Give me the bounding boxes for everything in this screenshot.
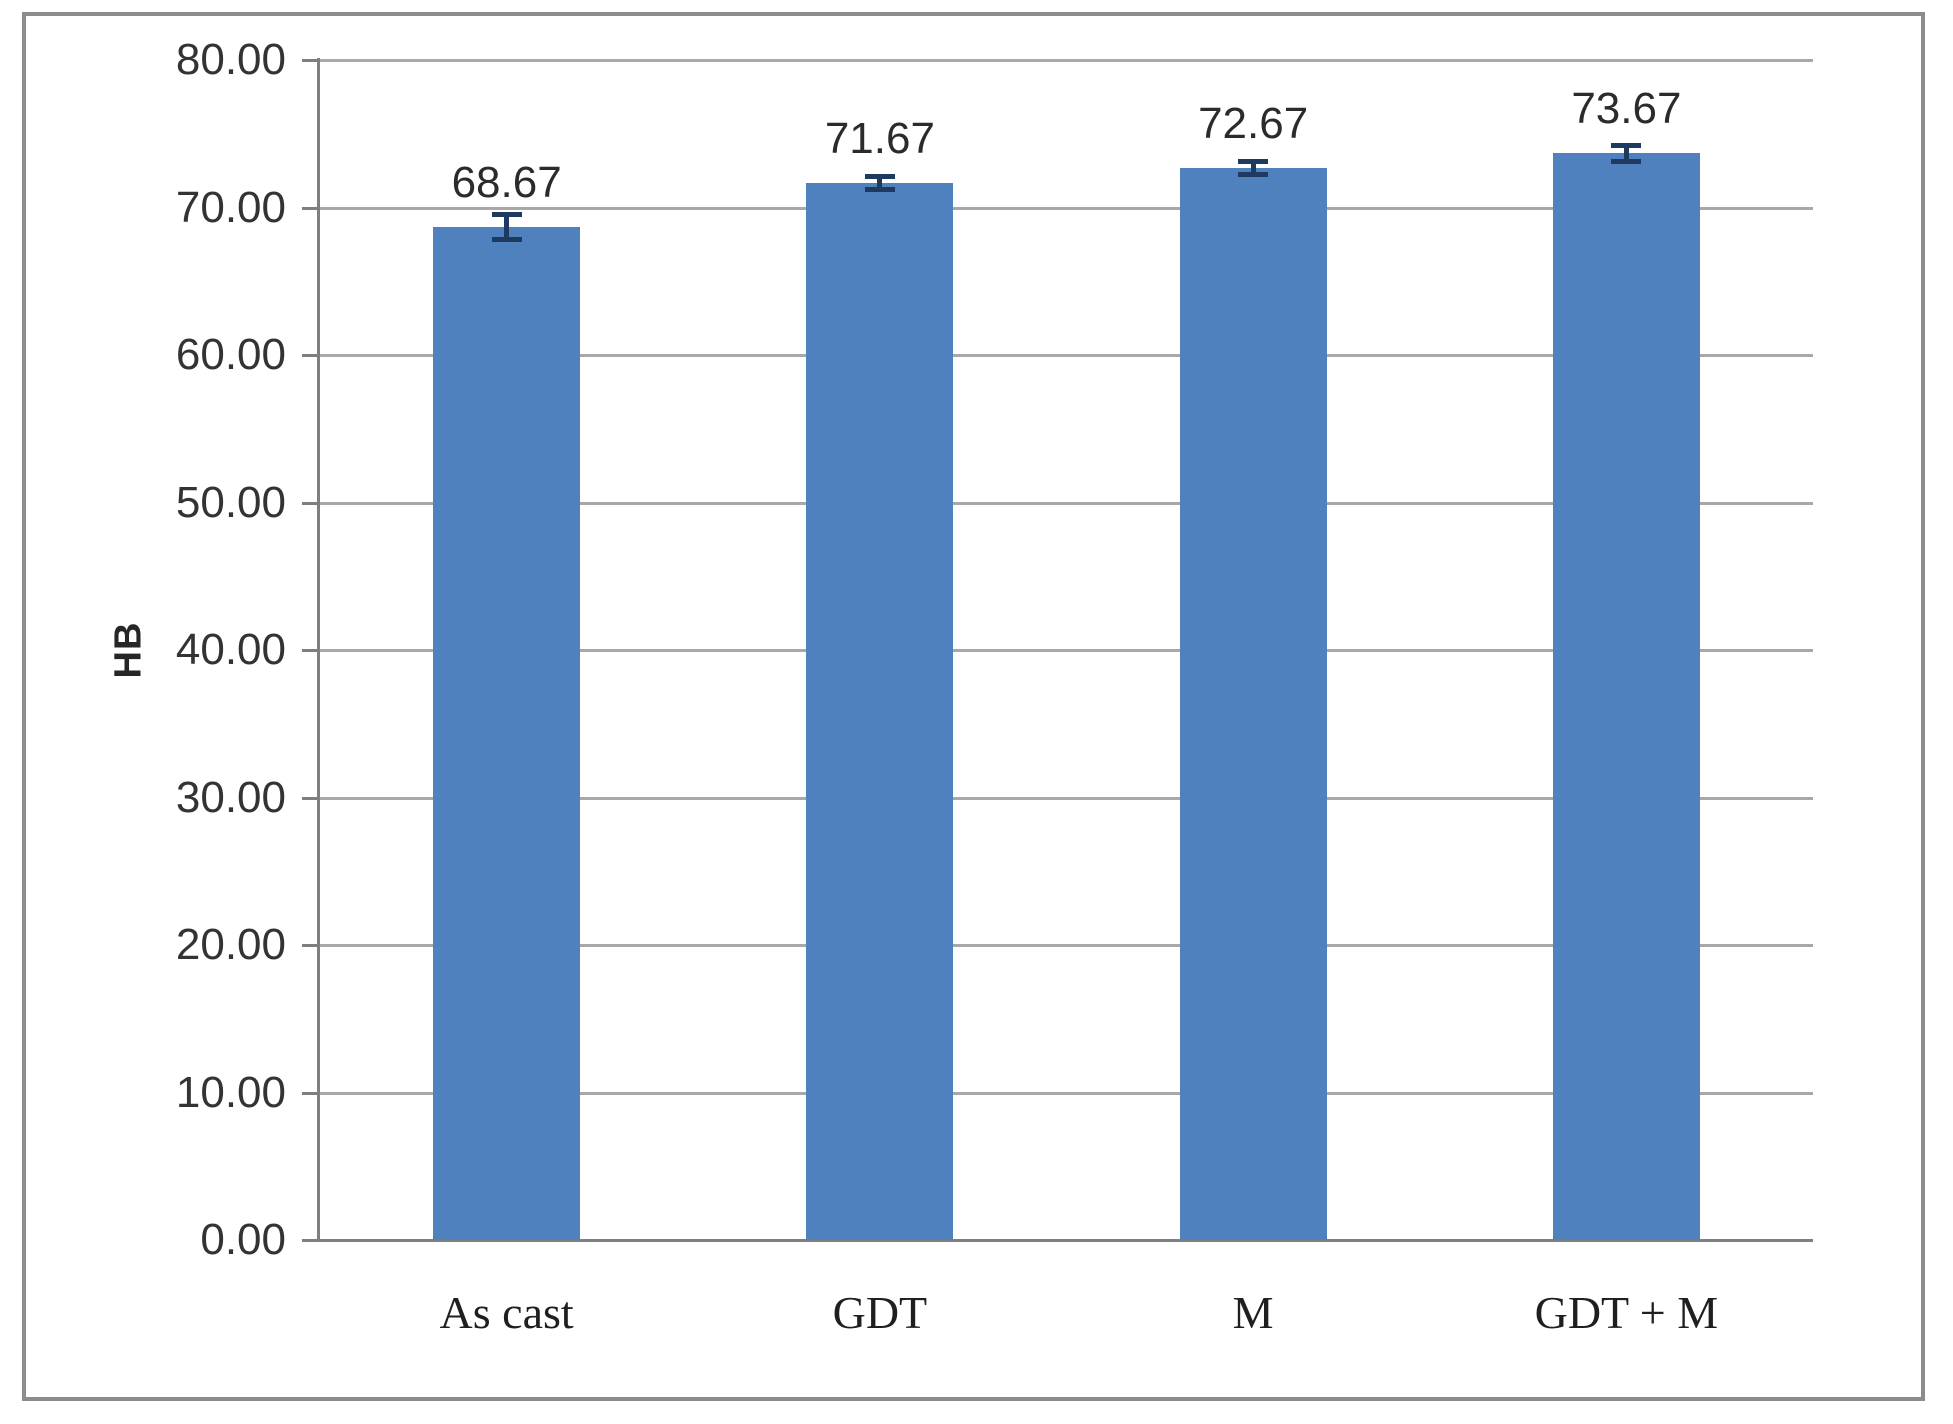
category-label-m: M [1232,1287,1274,1338]
gridline-60 [320,354,1813,357]
y-tick-0 [302,1239,320,1242]
value-label-as-cast: 68.67 [451,158,562,208]
error-bar-line [504,212,510,242]
value-label-gdt: 71.67 [824,113,935,163]
error-bar-cap-bottom [1611,158,1642,164]
error-bar-line [877,174,883,192]
category-label-gdt-m: GDT + M [1534,1287,1719,1338]
y-tick-40 [302,649,320,652]
gridline-70 [320,206,1813,210]
y-tick-50 [302,501,320,505]
y-tick-80 [302,59,320,62]
y-tick-label-80: 80.00 [175,35,286,84]
y-axis-title: HB [107,621,150,679]
y-tick-label-0: 0.00 [200,1215,286,1264]
y-tick-30 [302,796,320,800]
error-bar-cap-top [1238,159,1269,165]
bar-gdt [806,182,954,1240]
gridline-10 [320,1091,1813,1095]
bar-as-cast [433,227,581,1240]
error-bar-line [1250,159,1256,177]
y-tick-label-40: 40.00 [175,625,286,674]
y-tick-70 [302,206,320,210]
gridline-40 [320,649,1813,652]
category-label-gdt: GDT [832,1287,928,1338]
error-bar-cap-bottom [1238,171,1269,177]
error-bar-cap-top [1611,143,1642,149]
gridline-20 [320,944,1813,947]
gridline-50 [320,501,1813,505]
y-tick-60 [302,354,320,357]
bar-gdt-m [1552,153,1700,1240]
y-tick-20 [302,944,320,947]
gridline-80 [320,59,1813,62]
y-tick-label-30: 30.00 [175,772,286,822]
y-tick-label-50: 50.00 [175,477,286,527]
error-bar-cap-bottom [864,186,895,192]
value-label-gdt-m: 73.67 [1571,84,1682,134]
value-label-m: 72.67 [1198,99,1309,149]
x-axis-line [317,1239,1813,1242]
error-bar-cap-bottom [491,236,522,242]
gridline-30 [320,796,1813,800]
y-tick-label-60: 60.00 [175,330,286,379]
error-bar-line [1623,143,1629,164]
y-tick-label-10: 10.00 [175,1067,286,1117]
plot-area: 68.67 As cast 71.67 GDT 72.67 M 73.67 GDT + M [320,59,1813,1338]
y-tick-label-70: 70.00 [175,182,286,232]
category-label-as-cast: As cast [439,1287,574,1338]
error-bar-cap-top [864,174,895,180]
y-tick-label-20: 20.00 [175,920,286,969]
bar-m [1179,168,1327,1240]
error-bar-cap-top [491,212,522,218]
y-tick-10 [302,1091,320,1095]
